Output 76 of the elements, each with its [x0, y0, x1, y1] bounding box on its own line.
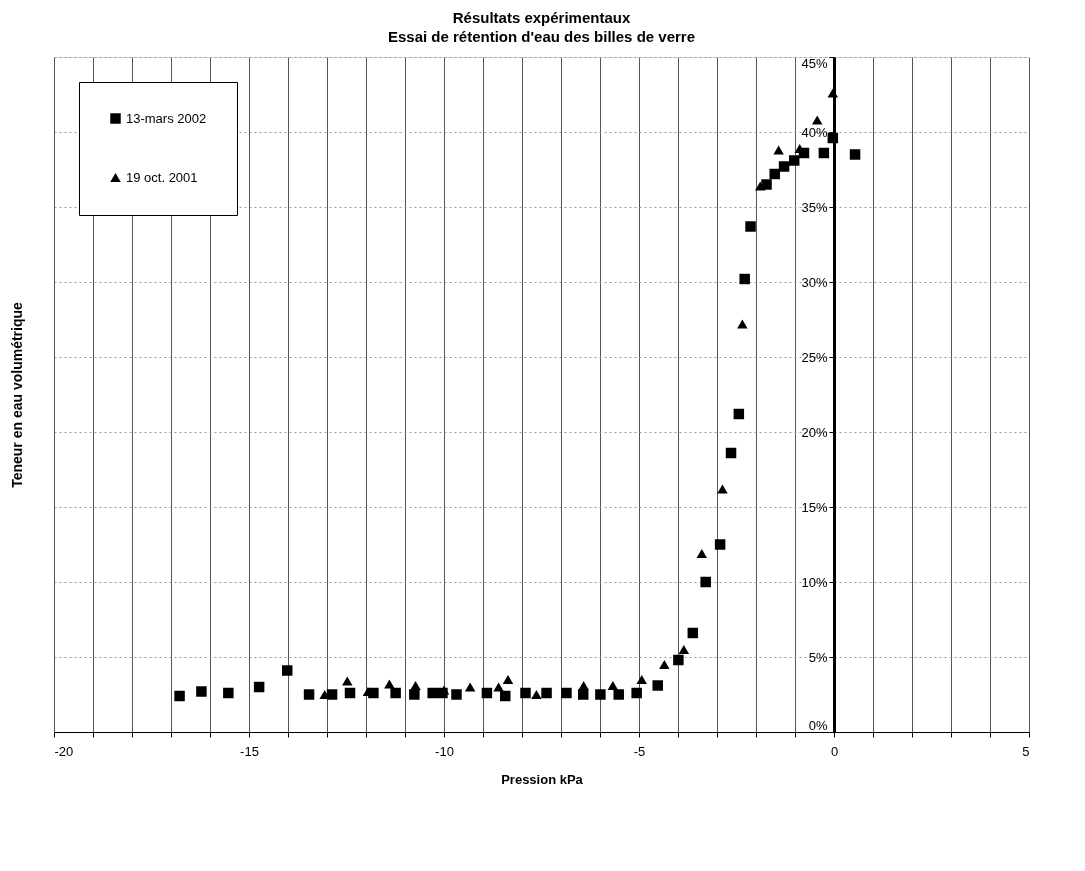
y-tick-label: 35% — [801, 199, 828, 215]
y-tick-label: 10% — [801, 574, 828, 590]
point — [561, 687, 572, 699]
point — [818, 147, 830, 159]
point — [652, 680, 663, 691]
point — [613, 689, 624, 700]
point — [344, 687, 356, 699]
point — [281, 665, 293, 676]
point — [577, 689, 589, 700]
point — [769, 168, 780, 180]
point — [636, 674, 647, 685]
x-axis-title: Pression kPa — [501, 771, 584, 787]
point — [464, 682, 476, 692]
y-tick-label: 0% — [808, 717, 828, 733]
chart-title: Résultats expérimentaux — [452, 8, 631, 26]
point — [451, 689, 462, 700]
point — [481, 687, 493, 699]
point — [631, 687, 642, 699]
point — [778, 161, 790, 172]
point — [737, 319, 748, 329]
point — [174, 690, 185, 702]
x-tick-label: -15 — [240, 743, 259, 759]
point — [531, 689, 542, 700]
y-tick-label: 45% — [801, 55, 828, 71]
point — [342, 676, 353, 686]
point — [659, 659, 670, 670]
legend-label: 13-mars 2002 — [126, 110, 207, 126]
point — [849, 149, 861, 160]
point — [595, 689, 606, 700]
y-axis-title: Teneur en eau volumétrique — [8, 301, 25, 488]
point — [745, 221, 756, 232]
point — [578, 680, 589, 691]
point — [390, 687, 401, 699]
point — [811, 115, 823, 125]
x-tick-label: -5 — [633, 743, 646, 759]
point — [493, 682, 504, 692]
chart-subtitle: Essai de rétention d'eau des billes de verre — [387, 27, 696, 45]
point — [788, 155, 800, 166]
point — [714, 539, 726, 550]
y-tick-label: 25% — [801, 349, 828, 365]
point — [733, 408, 745, 420]
y-tick-label: 40% — [801, 124, 828, 140]
point — [607, 680, 619, 691]
y-tick-label: 20% — [801, 424, 828, 440]
legend-label: 19 oct. 2001 — [126, 169, 198, 185]
point — [326, 689, 338, 700]
point — [520, 687, 531, 699]
point — [700, 576, 711, 588]
point — [717, 484, 728, 494]
point — [827, 132, 839, 144]
point — [678, 644, 690, 655]
point — [384, 679, 395, 689]
point — [223, 687, 234, 699]
y-tick-label: 30% — [801, 274, 828, 290]
point — [827, 88, 839, 98]
x-tick-label: 0 — [830, 743, 839, 759]
point — [773, 145, 784, 155]
x-tick-label: -20 — [54, 743, 74, 759]
point — [541, 687, 552, 699]
point — [502, 674, 514, 685]
point — [427, 687, 438, 699]
point — [696, 548, 708, 559]
x-tick-label: -10 — [435, 743, 454, 759]
point — [739, 273, 750, 285]
point — [755, 181, 766, 191]
point — [253, 681, 265, 693]
point — [410, 680, 421, 691]
x-tick-label: 5 — [1022, 743, 1030, 759]
point — [303, 689, 315, 700]
point — [673, 654, 684, 666]
point — [196, 686, 207, 697]
point — [687, 627, 699, 639]
y-tick-label: 5% — [808, 649, 828, 665]
point — [725, 447, 737, 459]
point — [409, 689, 420, 700]
y-tick-label: 15% — [801, 499, 828, 515]
